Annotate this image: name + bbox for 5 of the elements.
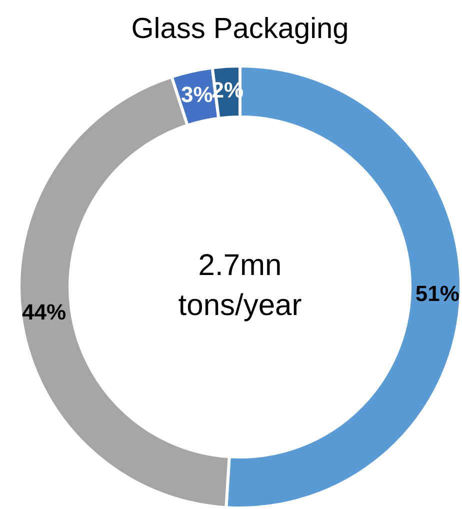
chart-title: Glass Packaging xyxy=(131,13,349,45)
data-label: 3% xyxy=(181,82,213,107)
text: 2.7mn tons/year xyxy=(178,249,302,322)
data-label: 44% xyxy=(22,299,66,324)
data-label: 51% xyxy=(415,280,460,306)
